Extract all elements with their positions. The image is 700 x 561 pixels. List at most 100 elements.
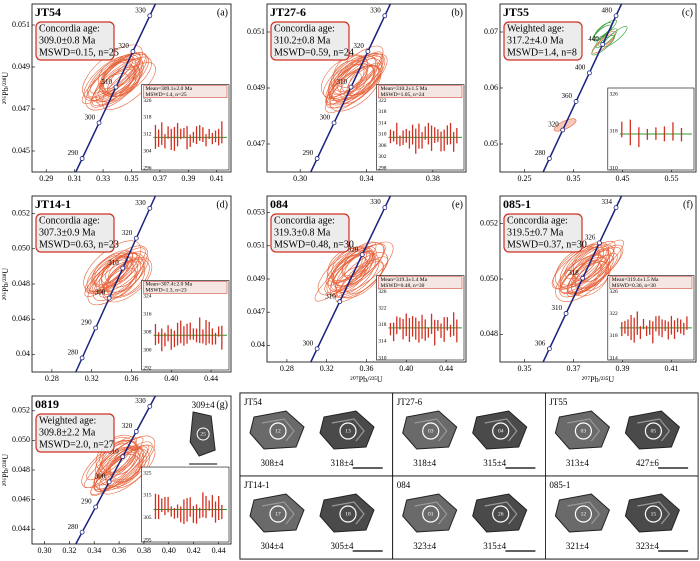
y-tick-label: 0.049 [12,62,30,71]
y-axis-label: ²⁰⁶Pb/²³⁸U [1,268,10,301]
panel-letter: (c) [682,7,693,18]
x-tick-label: 0.37 [153,174,167,183]
spot-label: 25 [200,431,206,437]
age-marker [79,529,85,535]
concordia-age-label: 300 [320,113,331,121]
concordia-age-label: 318 [568,269,579,277]
inset-tick-label: 325 [143,470,152,476]
concordia-age-label: 310 [336,78,347,86]
age-marker [120,265,126,271]
spot [492,505,510,523]
spot [269,422,287,440]
age-box-text: MSWD=1.4, n=8 [507,47,577,58]
error-ellipse [572,254,609,289]
x-tick-label: 0.41 [665,364,679,373]
error-ellipse [559,240,616,290]
error-ellipse [93,448,144,492]
zircon-grain [402,493,458,533]
spot-label: 26 [498,511,504,517]
panel-letter: (e) [452,199,463,210]
y-tick-label: 0.053 [247,207,265,216]
concordia-age-label: 330 [370,198,381,206]
inset-tick-label: 326 [610,91,619,97]
inset-label: Mean=307.4±2.0 Ma [145,282,192,288]
age-box-text: MSWD=0.37, n=30 [507,239,587,250]
concordia-age-label: 300 [85,113,96,121]
age-marker [546,346,552,352]
age-marker [133,235,139,241]
inset-tick-label: 318 [143,115,152,121]
spot-label: 03 [428,428,434,434]
error-ellipse [95,245,148,292]
age-marker [130,49,136,54]
age-marker [331,120,337,126]
inset-tick-label: 300 [143,347,152,353]
age-marker [79,156,85,161]
age-box-text: 319.5±0.7 Ma [507,227,564,238]
spot-label: 17 [275,511,281,517]
inset-tick-label: 322 [378,98,387,104]
age-box-text: Concordia age: [39,23,100,34]
concordia-age-label: 320 [118,42,129,50]
x-tick-label: 0.28 [45,374,59,383]
age-marker [613,205,619,211]
error-ellipse [332,51,384,96]
error-ellipse [83,240,142,293]
age-marker [382,205,388,211]
y-tick-label: 0.049 [247,83,265,92]
age-marker [382,13,388,19]
y-tick-label: 0.046 [12,494,30,503]
error-ellipse [333,254,369,288]
x-tick-label: 0.40 [164,374,178,383]
concordia-age-label: 334 [602,198,613,206]
age-marker [337,299,343,305]
zircon-grain [554,410,610,450]
cl-age: 323±4 [413,541,436,551]
spot-label: 01 [428,511,434,517]
age-box-text: Weighted age: [507,23,564,34]
inset-tick-label: 308 [143,330,152,336]
x-tick-label: 0.40 [399,364,413,373]
error-ellipse [335,252,388,299]
age-box [503,21,583,61]
age-marker [586,70,592,76]
x-tick-label: 0.32 [62,546,76,555]
y-tick-label: 0.051 [247,241,265,250]
error-ellipse [96,445,142,486]
inset-tick-label: 304 [143,148,152,154]
age-marker [359,252,365,258]
zircon-grain [189,411,216,457]
concordia-curve [75,395,157,545]
x-tick-label: 0.35 [567,174,581,183]
x-tick-label: 0.30 [293,174,307,183]
grain-age: 309±4 [192,400,215,410]
inset-frame [141,280,230,371]
cl-age: 315±4 [483,458,506,468]
age-box-text: MSWD=0.15, n=25 [39,47,119,58]
x-tick-label: 0.36 [125,374,139,383]
concordia-curve [75,195,157,373]
x-tick-label: 0.40 [162,546,176,555]
y-tick-label: 0.048 [12,279,30,288]
inset-label-box [609,276,693,289]
age-box-text: Concordia age: [274,23,335,34]
concordia-age-label: 330 [135,397,146,405]
error-ellipse [91,67,137,106]
error-ellipse [598,30,617,47]
age-box-text: 307.3±0.9 Ma [39,227,96,238]
error-ellipse [560,246,608,288]
cl-age: 313±4 [566,458,589,468]
spot [422,422,440,440]
y-tick-label: 0.046 [12,314,30,323]
inset-tick-label: 318 [610,128,619,134]
error-ellipse [89,256,133,294]
y-tick-label: 0.06 [484,83,498,92]
cl-sample: JT54 [244,397,263,407]
x-tick-label: 0.34 [87,546,101,555]
x-tick-label: 0.36 [360,364,374,373]
spot-label: 04 [498,428,504,434]
concordia-age-label: 280 [535,149,546,157]
age-box-text: Concordia age: [274,215,335,226]
inset-label-box [378,85,463,98]
